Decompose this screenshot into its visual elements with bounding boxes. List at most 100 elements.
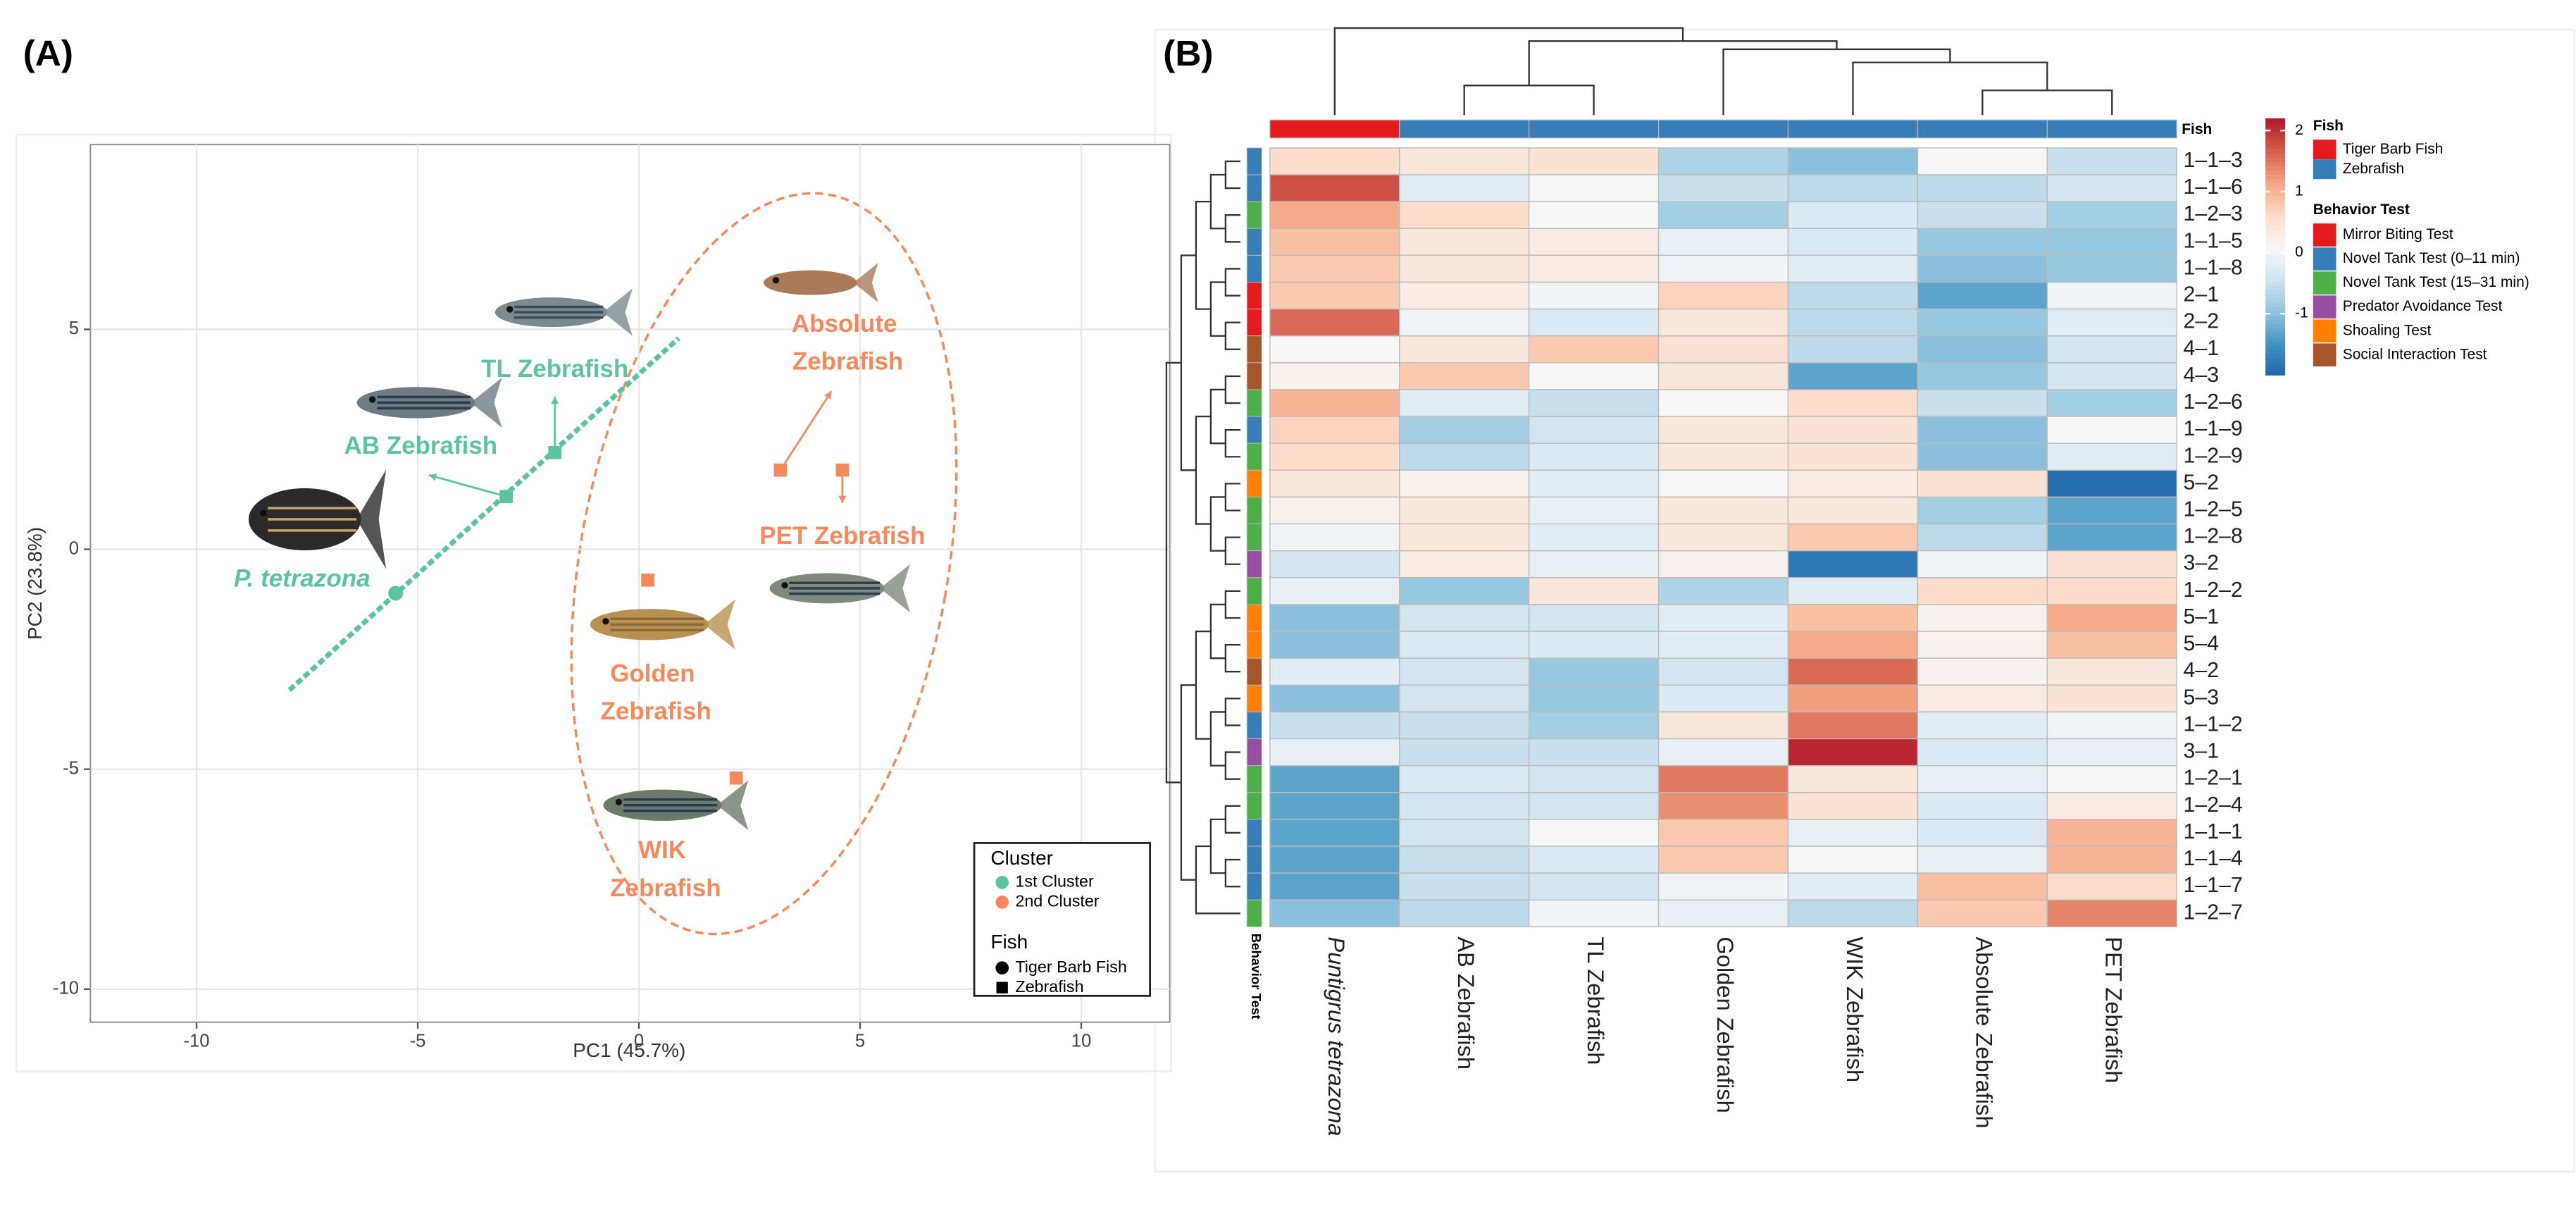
- colorbar-slice: [2265, 254, 2286, 261]
- heatmap-cell: [2046, 738, 2177, 767]
- dendrogram: [1209, 173, 1226, 230]
- colorbar-slice: [2265, 318, 2286, 325]
- heatmap-cell: [1787, 604, 1919, 632]
- row-annotation: [1246, 282, 1262, 310]
- colorbar-slice: [2265, 250, 2286, 256]
- colorbar-slice: [2265, 118, 2286, 124]
- heatmap-cell: [1399, 523, 1530, 552]
- heatmap-cell: [1399, 631, 1530, 659]
- dendrogram: [1195, 845, 1240, 915]
- colorbar-slice: [2265, 173, 2286, 179]
- colorbar-label: 0: [2295, 244, 2303, 260]
- heatmap-cell: [1399, 362, 1530, 390]
- heatmap-cell: [1787, 899, 1919, 928]
- heatmap-cell: [1787, 657, 1919, 686]
- heatmap-cell: [1657, 147, 1789, 175]
- heatmap-cell: [1528, 416, 1660, 444]
- heatmap-cell: [1917, 819, 2048, 847]
- heatmap-cell: [1787, 442, 1919, 471]
- dendrogram: [1180, 254, 1196, 471]
- row-label: 2–1: [2184, 283, 2220, 307]
- heatmap-cell: [2046, 469, 2177, 498]
- column-annotation: [1269, 119, 1400, 139]
- heatmap-cell: [1917, 147, 2048, 175]
- arrow-head: [824, 391, 832, 400]
- fish-tail: [704, 599, 735, 650]
- colorbar-slice: [2265, 191, 2286, 197]
- dendrogram: [1224, 805, 1240, 834]
- heatmap-cell: [1528, 765, 1660, 793]
- point-label: WIK Zebrafish: [610, 836, 721, 902]
- row-annotation: [1246, 201, 1262, 229]
- heatmap-cell: [1787, 819, 1919, 847]
- heatmap-cell: [1657, 523, 1789, 552]
- fish-image: [248, 469, 387, 569]
- row-label: 1–1–9: [2184, 417, 2243, 440]
- heatmap-cell: [1528, 228, 1660, 256]
- legend-swatch: [2313, 295, 2337, 318]
- heatmap-cell: [2046, 201, 2177, 229]
- heatmap-cell: [2046, 174, 2177, 202]
- heatmap-cell: [1528, 819, 1660, 847]
- column-annotation: [1787, 119, 1918, 139]
- colorbar-slice: [2265, 268, 2286, 273]
- point: [641, 573, 654, 587]
- column-annotation: [2046, 119, 2177, 139]
- colorbar-slice: [2265, 340, 2286, 346]
- x-tick-label: -10: [184, 1031, 210, 1051]
- heatmap-cell: [1917, 281, 2048, 310]
- heatmap-cell: [1787, 711, 1919, 740]
- dendrogram: [1333, 27, 1684, 116]
- row-label: 3–1: [2184, 740, 2220, 763]
- heatmap-cell: [1917, 872, 2048, 900]
- heatmap-cell: [1657, 765, 1789, 793]
- legend-label: Novel Tank Test (0–11 min): [2343, 250, 2520, 266]
- heatmap-cell: [1269, 281, 1400, 310]
- heatmap-cell: [1657, 684, 1789, 713]
- heatmap-cell: [1917, 711, 2048, 740]
- colorbar-slice: [2265, 131, 2286, 137]
- row-label: 2–2: [2184, 310, 2220, 333]
- fish-image: [769, 564, 911, 613]
- heatmap-cell: [1269, 846, 1400, 874]
- heatmap-cell: [2046, 792, 2177, 820]
- heatmap-cell: [1528, 577, 1660, 605]
- dendrogram: [1209, 388, 1226, 445]
- fish-tail: [880, 564, 911, 613]
- row-label: 3–2: [2184, 552, 2220, 575]
- row-annotation: [1246, 684, 1262, 712]
- x-tick-label: -5: [410, 1031, 426, 1051]
- heatmap-cell: [1269, 523, 1400, 552]
- row-annotation: [1246, 899, 1262, 927]
- colorbar-slice: [2265, 212, 2286, 218]
- heatmap-cell: [1657, 872, 1789, 900]
- heatmap-cell: [2046, 872, 2177, 900]
- heatmap-cell: [1657, 711, 1789, 740]
- fish-image: [356, 377, 502, 428]
- heatmap-cell: [1528, 899, 1660, 928]
- colorbar-slice: [2265, 178, 2286, 184]
- legend-swatch: [2313, 343, 2337, 367]
- fish-eye: [260, 509, 267, 516]
- dendrogram: [1180, 684, 1196, 881]
- row-label: 1–1–5: [2184, 229, 2243, 252]
- colorbar-slice: [2265, 144, 2286, 149]
- point: [729, 771, 743, 785]
- dendrogram: [1224, 160, 1240, 190]
- point-label: AB Zebrafish: [344, 432, 498, 459]
- colorbar-slice: [2265, 357, 2286, 363]
- heatmap-cell: [1917, 684, 2048, 713]
- x-tick-label: 0: [634, 1031, 644, 1051]
- heatmap-cell: [2046, 228, 2177, 256]
- colorbar-slice: [2265, 165, 2286, 171]
- heatmap-cell: [1269, 228, 1400, 256]
- heatmap-cell: [1399, 550, 1530, 578]
- row-annotation: [1246, 604, 1262, 632]
- heatmap-cell: [1917, 496, 2048, 525]
- row-annotation: [1246, 174, 1262, 202]
- legend-label: Zebrafish: [2343, 161, 2404, 177]
- heatmap-cell: [1657, 496, 1789, 525]
- fish-eye: [602, 618, 609, 625]
- fish-image: [494, 288, 633, 336]
- heatmap-cell: [1399, 496, 1530, 525]
